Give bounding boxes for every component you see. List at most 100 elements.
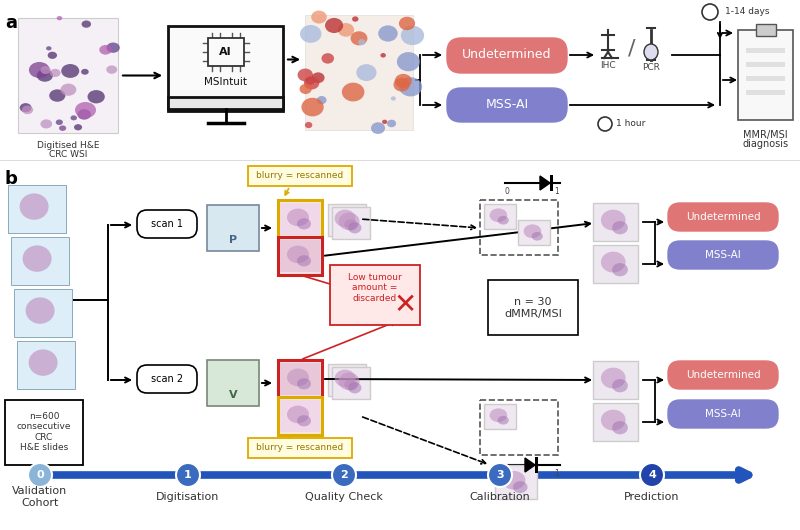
- Ellipse shape: [106, 42, 120, 53]
- Ellipse shape: [19, 193, 49, 220]
- Ellipse shape: [59, 126, 66, 131]
- Text: 0: 0: [36, 470, 44, 480]
- Bar: [332, 207, 370, 239]
- Ellipse shape: [394, 74, 412, 88]
- Ellipse shape: [287, 209, 309, 226]
- Bar: [278, 237, 322, 275]
- Bar: [518, 220, 550, 245]
- Ellipse shape: [26, 297, 54, 324]
- Ellipse shape: [56, 119, 63, 125]
- Ellipse shape: [50, 90, 66, 102]
- Text: 1: 1: [184, 470, 192, 480]
- Bar: [593, 403, 638, 441]
- Bar: [593, 245, 638, 283]
- Ellipse shape: [37, 69, 53, 82]
- Ellipse shape: [390, 96, 396, 101]
- Circle shape: [598, 117, 612, 131]
- Bar: [278, 397, 322, 435]
- Bar: [278, 200, 322, 238]
- Ellipse shape: [305, 122, 312, 128]
- Text: 2: 2: [340, 470, 348, 480]
- FancyBboxPatch shape: [137, 365, 197, 393]
- Ellipse shape: [490, 208, 507, 222]
- Text: 1: 1: [554, 187, 559, 196]
- Bar: [755, 24, 775, 36]
- Circle shape: [176, 463, 200, 487]
- Text: Low tumour
amount =
discarded: Low tumour amount = discarded: [348, 273, 402, 303]
- FancyBboxPatch shape: [668, 241, 778, 269]
- Ellipse shape: [601, 210, 626, 231]
- Text: Undetermined: Undetermined: [462, 49, 552, 61]
- Text: Validation
Cohort: Validation Cohort: [12, 486, 68, 508]
- Text: MSIntuit: MSIntuit: [204, 77, 247, 87]
- Text: 0: 0: [505, 187, 510, 196]
- Ellipse shape: [352, 16, 358, 22]
- Ellipse shape: [22, 245, 51, 272]
- FancyBboxPatch shape: [668, 400, 778, 428]
- Ellipse shape: [338, 213, 359, 230]
- Text: a: a: [5, 14, 17, 32]
- Ellipse shape: [325, 18, 343, 33]
- Text: Quality Check: Quality Check: [305, 492, 383, 502]
- Text: scan 1: scan 1: [151, 219, 183, 229]
- Text: diagnosis: diagnosis: [742, 139, 789, 149]
- Text: Prediction: Prediction: [624, 492, 680, 502]
- Ellipse shape: [74, 124, 82, 130]
- Ellipse shape: [81, 69, 89, 75]
- Ellipse shape: [75, 102, 96, 118]
- Ellipse shape: [399, 77, 422, 96]
- Circle shape: [28, 463, 52, 487]
- Ellipse shape: [312, 73, 325, 83]
- FancyBboxPatch shape: [137, 210, 197, 238]
- Bar: [484, 204, 516, 229]
- Text: MMR/MSI: MMR/MSI: [743, 130, 788, 140]
- Ellipse shape: [287, 405, 309, 423]
- Ellipse shape: [338, 373, 359, 390]
- Ellipse shape: [298, 68, 313, 82]
- Text: Undetermined: Undetermined: [686, 212, 760, 222]
- Text: MSS-AI: MSS-AI: [705, 409, 741, 419]
- Ellipse shape: [350, 31, 367, 46]
- Bar: [746, 90, 785, 95]
- Text: n=600
consecutive
CRC
H&E slides: n=600 consecutive CRC H&E slides: [17, 412, 71, 452]
- Bar: [305, 15, 413, 130]
- Bar: [280, 240, 320, 272]
- Text: blurry = rescanned: blurry = rescanned: [256, 172, 344, 181]
- Ellipse shape: [82, 21, 91, 28]
- Ellipse shape: [304, 77, 319, 90]
- Ellipse shape: [297, 255, 311, 267]
- Bar: [280, 400, 320, 432]
- Ellipse shape: [46, 46, 51, 50]
- FancyBboxPatch shape: [447, 38, 567, 73]
- Text: AI: AI: [219, 47, 232, 57]
- Ellipse shape: [532, 232, 543, 241]
- Text: b: b: [5, 170, 18, 188]
- Ellipse shape: [612, 221, 628, 234]
- Ellipse shape: [22, 105, 33, 114]
- Ellipse shape: [338, 23, 354, 37]
- Bar: [330, 265, 420, 325]
- Ellipse shape: [344, 379, 358, 391]
- Bar: [746, 76, 785, 81]
- Ellipse shape: [644, 44, 658, 60]
- Ellipse shape: [317, 96, 326, 104]
- Bar: [332, 367, 370, 399]
- Polygon shape: [540, 176, 550, 190]
- Ellipse shape: [297, 218, 311, 229]
- Ellipse shape: [40, 119, 52, 128]
- Ellipse shape: [513, 481, 527, 493]
- Ellipse shape: [287, 245, 309, 263]
- Ellipse shape: [20, 103, 31, 112]
- Text: 4: 4: [648, 470, 656, 480]
- Bar: [328, 204, 366, 236]
- Ellipse shape: [490, 409, 507, 422]
- Ellipse shape: [612, 379, 628, 392]
- Ellipse shape: [502, 471, 526, 490]
- Ellipse shape: [99, 45, 112, 55]
- Bar: [280, 203, 320, 235]
- Bar: [168, 97, 283, 109]
- Bar: [550, 175, 553, 191]
- Ellipse shape: [78, 109, 91, 120]
- Circle shape: [702, 4, 718, 20]
- Ellipse shape: [62, 64, 79, 78]
